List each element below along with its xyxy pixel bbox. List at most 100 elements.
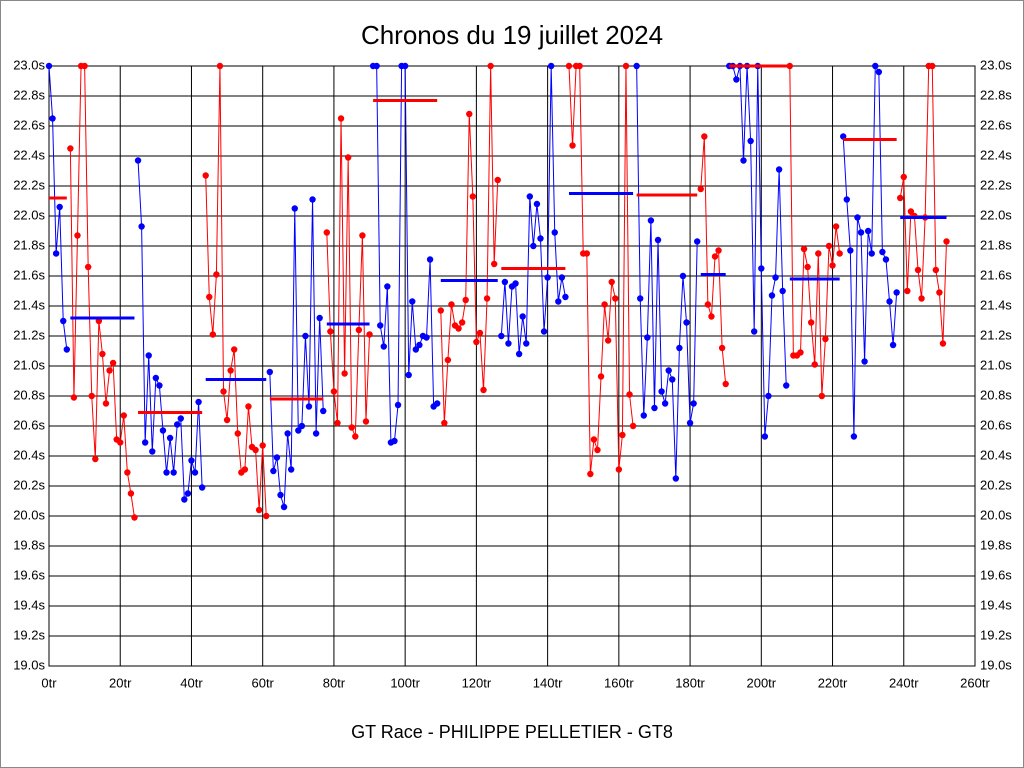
data-point: [644, 334, 651, 341]
data-point: [141, 439, 149, 446]
data-point: [320, 407, 327, 415]
data-point: [241, 466, 249, 473]
data-point: [661, 400, 669, 407]
data-point: [263, 512, 270, 520]
data-point: [651, 404, 658, 412]
x-tick-label: 240tr: [889, 675, 919, 690]
data-point: [84, 263, 92, 271]
data-point: [897, 194, 904, 202]
data-point: [604, 337, 612, 344]
data-point: [184, 490, 192, 497]
data-point: [145, 352, 152, 359]
data-point: [800, 245, 808, 253]
data-point: [170, 469, 177, 476]
data-point: [277, 491, 284, 499]
y2-tick-label: 22.8s: [980, 87, 1012, 102]
data-point: [914, 266, 922, 274]
y2-tick-label: 19.4s: [980, 597, 1012, 612]
data-point: [601, 301, 608, 308]
data-point: [287, 466, 295, 473]
data-point: [270, 467, 277, 475]
x-tick-label: 20tr: [109, 675, 132, 690]
y-tick-label: 20.8s: [13, 387, 45, 402]
x-tick-label: 80tr: [323, 675, 346, 690]
data-point: [384, 283, 391, 290]
y2-tick-label: 21.4s: [980, 297, 1012, 312]
data-point: [715, 247, 722, 254]
data-point: [362, 418, 370, 425]
data-point: [99, 350, 106, 358]
data-point: [558, 274, 566, 281]
data-point: [665, 367, 672, 374]
data-point: [929, 62, 936, 70]
data-point: [416, 341, 423, 349]
data-point: [857, 229, 865, 236]
data-point: [323, 229, 330, 236]
data-point: [647, 217, 655, 224]
data-point: [569, 142, 576, 149]
data-point: [551, 229, 558, 236]
data-point: [149, 448, 156, 455]
data-point: [327, 328, 334, 335]
data-point: [245, 403, 252, 410]
data-point: [936, 289, 943, 296]
y-tick-label: 22.0s: [13, 207, 45, 222]
series-line: [842, 64, 898, 437]
data-point: [694, 238, 701, 245]
y-tick-label: 20.6s: [13, 417, 45, 432]
y2-tick-label: 21.6s: [980, 267, 1012, 282]
data-point: [455, 325, 462, 332]
data-point: [708, 313, 715, 320]
data-point: [434, 400, 441, 407]
data-point: [437, 307, 444, 314]
data-point: [547, 62, 555, 70]
data-point: [886, 298, 893, 305]
data-point: [807, 319, 815, 326]
data-point: [231, 346, 238, 353]
data-point: [669, 376, 676, 383]
data-point: [907, 208, 915, 215]
data-point: [733, 76, 740, 83]
data-point: [829, 262, 836, 269]
data-point: [195, 398, 202, 406]
data-point: [540, 328, 548, 335]
y-tick-label: 23.0s: [13, 57, 45, 72]
x-tick-label: 140tr: [533, 675, 563, 690]
data-point: [718, 344, 726, 352]
y2-tick-label: 19.0s: [980, 657, 1012, 672]
data-point: [166, 434, 174, 442]
data-point: [316, 314, 323, 322]
data-point: [626, 391, 633, 398]
data-point: [904, 287, 911, 295]
data-point: [523, 340, 530, 347]
data-point: [152, 374, 160, 382]
data-point: [252, 446, 259, 454]
data-point: [309, 196, 316, 203]
data-point: [943, 238, 950, 245]
data-point: [875, 68, 883, 76]
data-point: [825, 242, 833, 250]
data-point: [494, 176, 501, 184]
data-point: [341, 370, 348, 377]
data-point: [458, 319, 466, 326]
y-tick-label: 21.2s: [13, 327, 45, 342]
data-point: [106, 367, 113, 374]
data-point: [864, 227, 872, 235]
data-point: [273, 454, 281, 461]
data-point: [216, 62, 224, 70]
data-point: [747, 137, 754, 145]
data-point: [622, 62, 630, 70]
data-point: [60, 317, 67, 325]
data-point: [409, 298, 416, 305]
data-point: [768, 292, 776, 299]
data-point: [918, 295, 925, 302]
data-point: [629, 422, 637, 430]
data-point: [690, 400, 697, 407]
y2-tick-label: 21.0s: [980, 357, 1012, 372]
data-point: [56, 203, 63, 211]
data-point: [772, 274, 779, 281]
data-point: [391, 437, 398, 445]
data-point: [562, 293, 569, 301]
data-point: [576, 62, 583, 70]
x-axis-label: GT Race - PHILIPPE PELLETIER - GT8: [351, 722, 673, 742]
